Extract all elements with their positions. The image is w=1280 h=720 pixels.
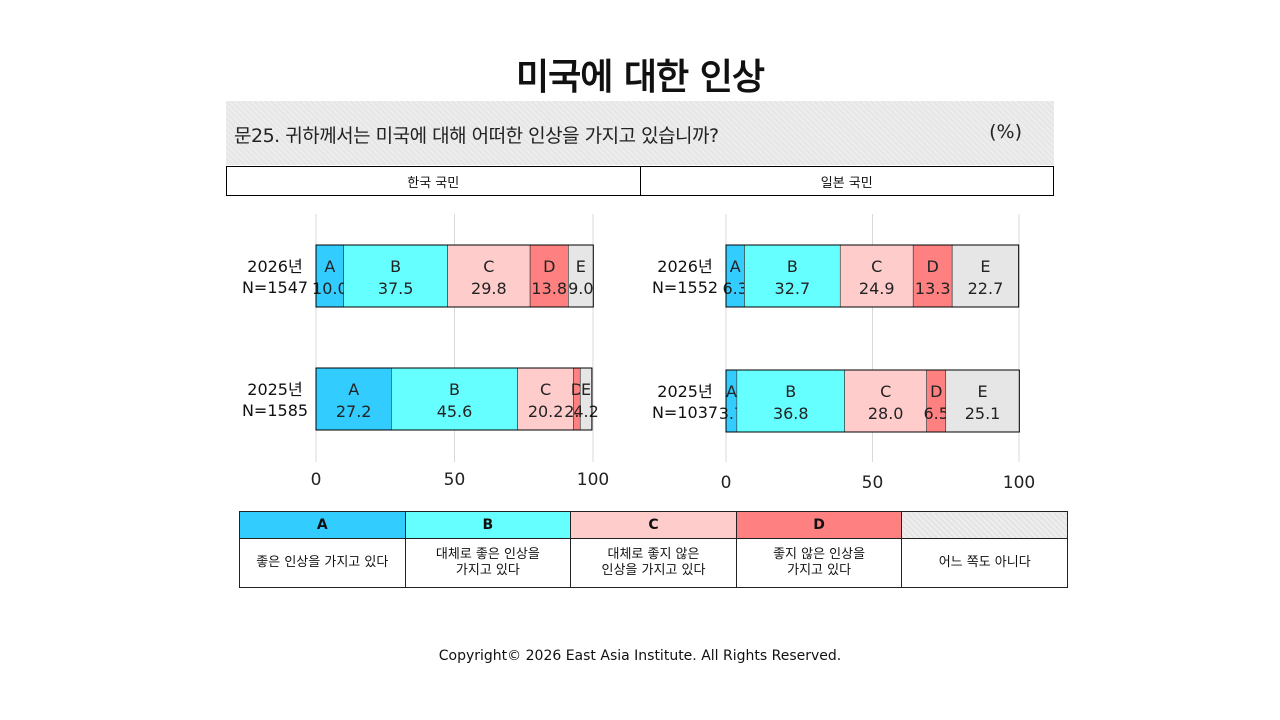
category-label: 2025년 <box>657 382 712 401</box>
x-tick-label: 100 <box>1003 473 1035 493</box>
segment-value-label: 25.1 <box>965 404 1001 423</box>
question-text: 문25. 귀하께서는 미국에 대해 어떠한 인상을 가지고 있습니까? <box>234 125 719 147</box>
legend-code-d: D <box>735 511 903 539</box>
panel-headers: 한국 국민 일본 국민 <box>226 166 1054 196</box>
segment-value-label: 29.8 <box>471 279 507 298</box>
bar-segment-c <box>844 369 928 433</box>
segment-value-label: 22.7 <box>968 279 1004 298</box>
legend-code-e <box>901 511 1068 539</box>
category-label: N=1552 <box>652 278 718 297</box>
x-tick-label: 50 <box>862 473 884 493</box>
category-label: N=1037 <box>652 403 718 422</box>
segment-value-label: 9.0 <box>568 279 593 298</box>
segment-series-label: B <box>787 257 798 276</box>
x-tick-label: 100 <box>577 470 609 490</box>
segment-series-label: C <box>540 380 551 399</box>
bar-segment-a <box>315 367 392 431</box>
segment-series-label: A <box>324 257 335 276</box>
legend-desc-c: 대체로 좋지 않은 인상을 가지고 있다 <box>570 538 737 588</box>
segment-value-label: 13.3 <box>915 279 951 298</box>
x-tick-label: 0 <box>721 473 732 493</box>
segment-value-label: 37.5 <box>378 279 414 298</box>
bar-segment-e <box>951 244 1020 308</box>
legend-desc-b: 대체로 좋은 인상을 가지고 있다 <box>404 538 572 588</box>
unit-label: (%) <box>989 121 1022 143</box>
bar-segment-d <box>529 244 569 308</box>
legend-desc-a: 좋은 인상을 가지고 있다 <box>239 538 406 588</box>
segment-series-label: B <box>390 257 401 276</box>
category-label: 2025년 <box>247 380 302 399</box>
segment-series-label: A <box>726 382 737 401</box>
segment-value-label: 32.7 <box>775 279 811 298</box>
bar-outline <box>315 367 593 431</box>
bar-segment-d <box>912 244 953 308</box>
legend-desc-e: 어느 쪽도 아니다 <box>901 538 1068 588</box>
bar-outline <box>725 369 1020 433</box>
segment-series-label: A <box>730 257 741 276</box>
bar-segment-b <box>343 244 448 308</box>
segment-series-label: C <box>871 257 882 276</box>
legend-code-c: C <box>570 511 737 539</box>
segment-series-label: E <box>977 382 987 401</box>
legend-desc-d: 좋지 않은 인상을 가지고 있다 <box>735 538 903 588</box>
category-label: 2026년 <box>657 257 712 276</box>
segment-value-label: 13.8 <box>531 279 567 298</box>
segment-value-label: 27.2 <box>336 402 372 421</box>
segment-series-label: E <box>581 380 591 399</box>
bar-segment-b <box>744 244 841 308</box>
segment-series-label: D <box>927 257 939 276</box>
segment-value-label: 28.0 <box>868 404 904 423</box>
x-tick-label: 0 <box>311 470 322 490</box>
category-label: N=1585 <box>242 401 308 420</box>
category-label: N=1547 <box>242 278 308 297</box>
segment-series-label: C <box>483 257 494 276</box>
segment-value-label: 6.3 <box>723 279 748 298</box>
x-tick-label: 50 <box>444 470 466 490</box>
segment-value-label: 45.6 <box>437 402 473 421</box>
segment-value-label: 20.2 <box>528 402 564 421</box>
segment-value-label: 6.5 <box>924 404 949 423</box>
legend-code-b: B <box>404 511 572 539</box>
page-title: 미국에 대한 인상 <box>516 57 765 98</box>
segment-value-label: 4.2 <box>573 402 598 421</box>
legend-code-a: A <box>239 511 406 539</box>
segment-series-label: B <box>785 382 796 401</box>
legend-descs-row: 좋은 인상을 가지고 있다 대체로 좋은 인상을 가지고 있다 대체로 좋지 않은 … <box>239 538 1068 588</box>
panel-header-korea: 한국 국민 <box>407 175 460 191</box>
segment-series-label: E <box>576 257 586 276</box>
segment-value-label: 10.0 <box>312 279 348 298</box>
segment-series-label: D <box>930 382 942 401</box>
segment-value-label: 24.9 <box>859 279 895 298</box>
question-bar: 문25. 귀하께서는 미국에 대해 어떠한 인상을 가지고 있습니까? (%) <box>226 101 1054 165</box>
copyright: Copyright© 2026 East Asia Institute. All… <box>438 648 842 664</box>
bar-outline <box>315 244 594 308</box>
segment-value-label: 36.8 <box>773 404 809 423</box>
bar-segment-b <box>391 367 518 431</box>
segment-series-label: D <box>543 257 555 276</box>
category-label: 2026년 <box>247 257 302 276</box>
segment-series-label: A <box>348 380 359 399</box>
bar-outline <box>725 244 1020 308</box>
bar-segment-c <box>517 367 574 431</box>
segment-series-label: E <box>980 257 990 276</box>
segment-series-label: B <box>449 380 460 399</box>
segment-series-label: C <box>880 382 891 401</box>
bar-segment-e <box>945 369 1020 433</box>
panel-header-japan: 일본 국민 <box>639 167 1054 195</box>
